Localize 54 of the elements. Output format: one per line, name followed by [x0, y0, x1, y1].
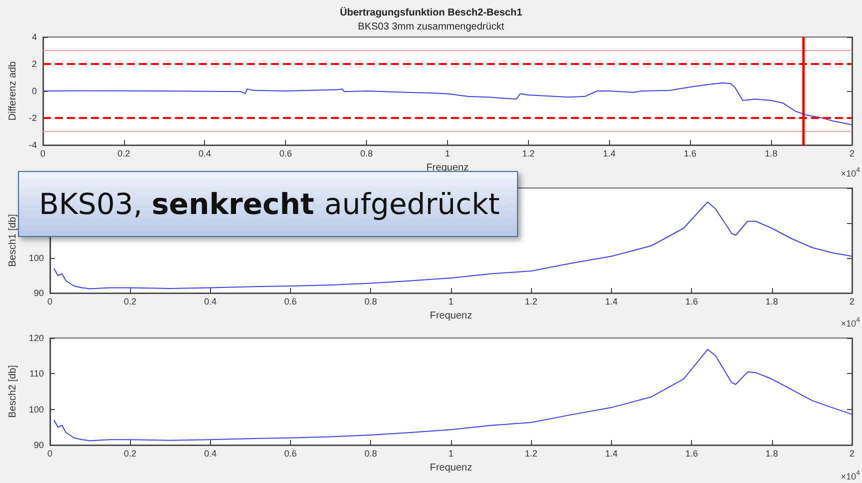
x-axis-title: Frequenz: [426, 162, 469, 174]
y-tick-label: 120: [28, 333, 44, 343]
y-axis-title: Besch1 [db]: [8, 214, 18, 267]
x-tick-label: 1.6: [685, 448, 698, 458]
x-tick-label: 1: [448, 296, 454, 306]
x-tick-label: 1.8: [766, 296, 778, 306]
line-series: [53, 348, 852, 442]
x-tick-label: 1.6: [684, 148, 696, 158]
x-tick-label: 1.2: [522, 148, 535, 158]
x-tick-label: 1.8: [764, 148, 778, 158]
y-tick-label: -4: [28, 140, 37, 150]
x-tick-label: 0.4: [204, 296, 217, 306]
x-tick-label: 0.8: [364, 296, 378, 306]
x-tick-label: 1: [444, 148, 450, 158]
y-tick-label: 90: [34, 288, 44, 298]
x-tick-label: 1.6: [685, 296, 698, 306]
x-tick-label: 2: [849, 296, 855, 306]
x-tick-label: 0.4: [204, 448, 217, 458]
y-tick-label: 2: [32, 59, 37, 69]
x-tick-label: 0.4: [198, 148, 211, 158]
chart-title: Übertragungsfunktion Besch2-Besch1: [340, 6, 523, 18]
x-tick-label: 0: [47, 448, 52, 458]
x-tick-label: 0.6: [284, 296, 297, 306]
x-tick-label: 0: [47, 296, 52, 306]
x-tick-label: 2: [849, 148, 855, 158]
x-tick-label: 0.6: [279, 148, 292, 158]
x-tick-label: 1: [448, 448, 454, 458]
y-tick-label: 4: [32, 32, 37, 42]
annotation: BKS03, senkrecht aufgedrückt: [39, 187, 500, 221]
x-tick-label: 1.4: [605, 448, 618, 458]
y-tick-label: 100: [28, 253, 44, 263]
x-tick-label: 1.2: [524, 448, 538, 458]
x-tick-label: 1.8: [766, 448, 778, 458]
x-tick-label: 1.4: [603, 148, 616, 158]
chart-subtitle: BKS03 3mm zusammengedrückt: [358, 22, 504, 32]
line-series: [42, 82, 852, 126]
x-tick-label: 1.4: [605, 296, 618, 306]
x-tick-label: 0.2: [118, 148, 130, 158]
y-tick-label: -2: [28, 113, 37, 123]
x-tick-label: 0.2: [124, 448, 136, 458]
x-axis-title: Frequenz: [430, 310, 472, 322]
x-tick-label: 0.2: [124, 296, 136, 306]
x-tick-label: 0.6: [284, 448, 297, 458]
y-axis-title: Differenz adb: [8, 60, 18, 121]
y-tick-label: 100: [28, 404, 44, 414]
y-tick-label: 0: [32, 86, 37, 96]
x-tick-label: 2: [849, 448, 855, 458]
x-tick-label: 1.2: [524, 296, 538, 306]
y-axis-title: Besch2 [db]: [8, 364, 18, 418]
x-axis-title: Frequenz: [430, 462, 472, 474]
x-tick-label: 0.8: [360, 148, 373, 158]
y-tick-label: 110: [30, 368, 44, 379]
y-tick-label: 90: [34, 440, 44, 450]
x-tick-label: 0.8: [364, 448, 378, 458]
